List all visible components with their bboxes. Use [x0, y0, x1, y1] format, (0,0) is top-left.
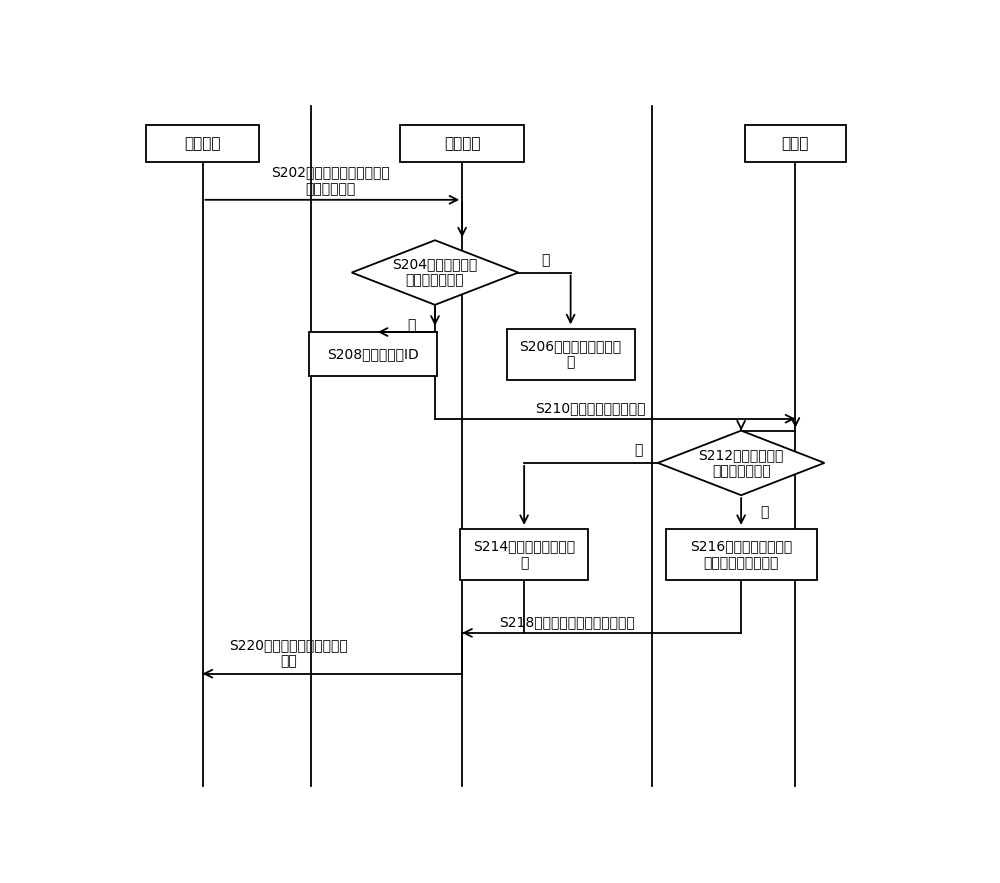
Text: 是: 是 [760, 505, 769, 519]
Bar [309, 332, 437, 376]
Text: S210、转发状态修改命令: S210、转发状态修改命令 [535, 401, 645, 415]
Bar [146, 125, 259, 162]
Bar [507, 328, 635, 380]
Text: 被盗手机: 被盗手机 [444, 136, 480, 151]
Bar [666, 529, 817, 580]
Text: 服务器: 服务器 [782, 136, 809, 151]
Text: S206、忽略状态修改命
令: S206、忽略状态修改命 令 [520, 339, 622, 369]
Text: S216、修改被盗手机的
状态信息为手机被盗: S216、修改被盗手机的 状态信息为手机被盗 [690, 540, 792, 570]
Text: S204、判断状态修
改命令是否合法: S204、判断状态修 改命令是否合法 [392, 258, 478, 288]
Text: S220、发送修改结果至亲友
号码: S220、发送修改结果至亲友 号码 [230, 638, 348, 668]
Bar [745, 125, 846, 162]
Bar [400, 125, 524, 162]
Text: S214、忽略状态修改命
令: S214、忽略状态修改命 令 [473, 540, 575, 570]
Text: 否: 否 [634, 443, 643, 457]
Bar [460, 529, 588, 580]
Text: 否: 否 [541, 253, 550, 268]
Text: S218、返回修改结果至被盗手机: S218、返回修改结果至被盗手机 [499, 615, 635, 630]
Text: 是: 是 [408, 318, 416, 332]
Text: S208、获取硬件ID: S208、获取硬件ID [327, 347, 419, 361]
Polygon shape [658, 431, 824, 495]
Text: 亲友号码: 亲友号码 [184, 136, 221, 151]
Text: S202、发送状态修改命令，
标记手机被盗: S202、发送状态修改命令， 标记手机被盗 [271, 166, 390, 196]
Polygon shape [352, 240, 518, 305]
Text: S212、判断状态修
改命令是否合法: S212、判断状态修 改命令是否合法 [698, 448, 784, 478]
